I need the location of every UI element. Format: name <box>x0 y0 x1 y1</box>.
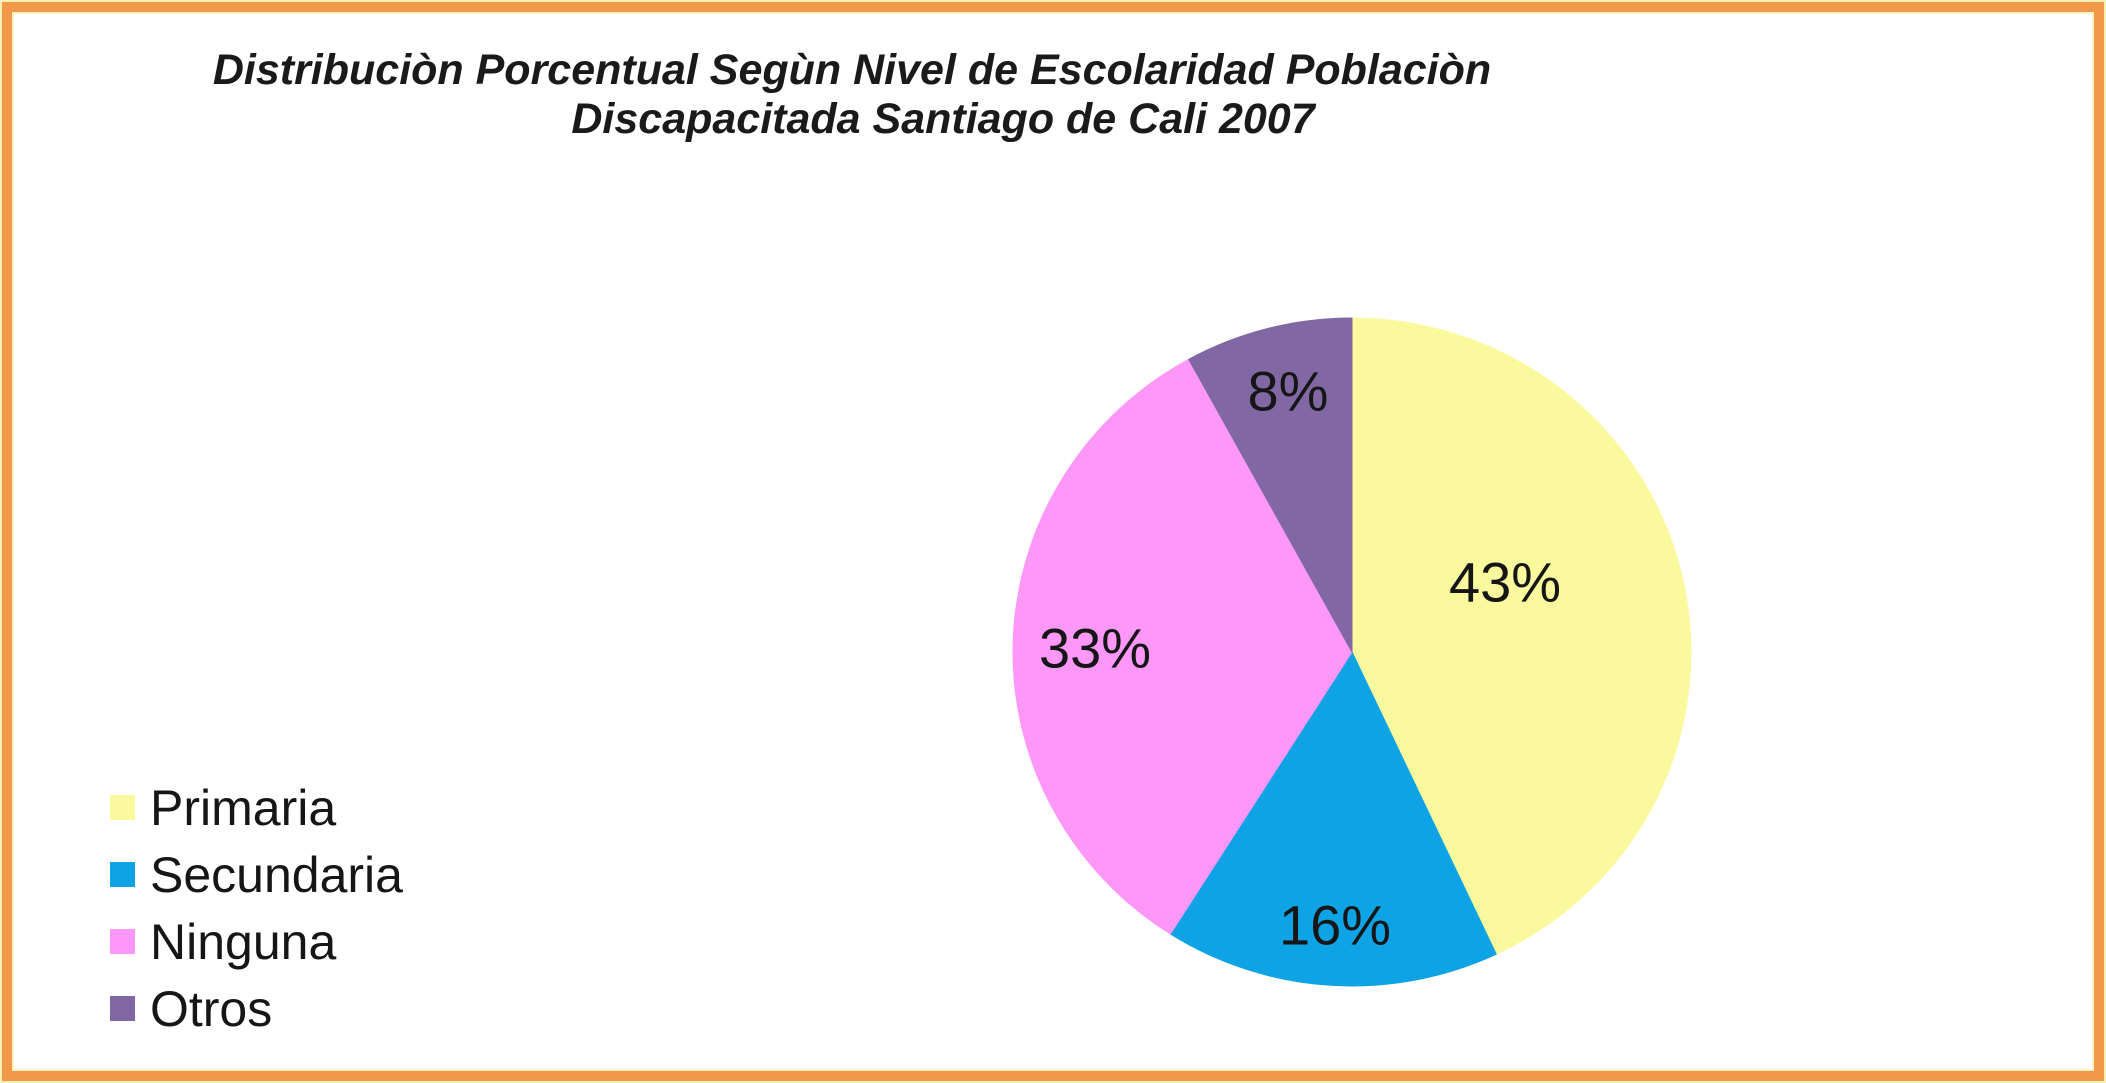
pie-slice-otros <box>1188 317 1353 654</box>
legend-label-secundaria: Secundaria <box>150 846 403 903</box>
legend-item-ninguna: Ninguna <box>110 908 403 975</box>
legend-label-primaria: Primaria <box>150 779 337 836</box>
pie-slice-secundaria <box>1169 650 1497 987</box>
legend-label-otros: Otros <box>150 980 273 1037</box>
pie-label-otros: 8% <box>1247 359 1329 423</box>
pie-label-secundaria: 16% <box>1278 893 1392 957</box>
legend: Primaria Secundaria Ninguna Otros <box>110 774 403 1042</box>
chart-title-line-2: Discapacitada Santiago de Cali 2007 <box>571 95 1315 143</box>
chart-title-line-1: Distribuciòn Porcentual Segùn Nivel de E… <box>212 46 1492 94</box>
pie-slice-primaria <box>1351 317 1692 955</box>
legend-swatch-primaria <box>110 795 135 820</box>
legend-item-otros: Otros <box>110 975 403 1042</box>
legend-swatch-ninguna <box>110 929 135 954</box>
legend-swatch-secundaria <box>110 862 135 887</box>
legend-label-ninguna: Ninguna <box>150 913 337 970</box>
pie-label-ninguna: 33% <box>1038 616 1152 680</box>
legend-swatch-otros <box>110 996 135 1021</box>
legend-item-secundaria: Secundaria <box>110 841 403 908</box>
pie-label-primaria: 43% <box>1448 550 1562 614</box>
legend-item-primaria: Primaria <box>110 774 403 841</box>
pie-slice-ninguna <box>1012 358 1353 935</box>
